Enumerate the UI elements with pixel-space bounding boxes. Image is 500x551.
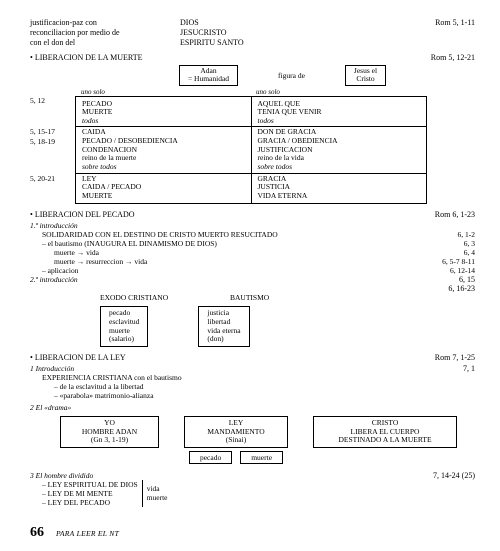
t1r: Rom 5, 1-11 <box>330 18 475 27</box>
uno-l: uno solo <box>75 88 250 96</box>
drama-boxes: YOHOMBRE ADAN(Gn 3, 1-19) LEYMANDAMIENTO… <box>60 416 475 469</box>
humanidad: = Humanidad <box>188 75 229 83</box>
footer-text: PARA LEER EL NT <box>56 529 119 538</box>
page-number: 66 <box>30 525 44 541</box>
adam-christ-boxes: Adan= Humanidad figura de Jesus elCristo <box>90 65 475 86</box>
uno-r: uno solo <box>250 88 425 96</box>
comparison-table: 5, 12 5, 15-17 5, 18-19 5, 20-21 PECADOM… <box>30 96 475 205</box>
sec3-intro: 1 Introducción <box>30 364 415 373</box>
t1m: DIOS <box>180 18 330 27</box>
figura-de: figura de <box>278 71 305 80</box>
t3l: con el don del <box>30 38 180 47</box>
intro2: 2.ª introducción <box>30 275 415 284</box>
m-5-20: 5, 20-21 <box>30 174 75 183</box>
sec3-title: LIBERACION DE LA LEY <box>30 353 435 362</box>
exodo-bautismo-boxes: pecadoesclavitudmuerte(salario) justicia… <box>100 306 475 347</box>
t1l: justificacion-paz con <box>30 18 180 27</box>
muerte-box: muerte <box>240 451 283 464</box>
experiencia: EXPERIENCIA CRISTIANA con el bautismo <box>30 373 475 382</box>
hombre-dividido: 3 El hombre dividido <box>30 471 415 480</box>
intro1: 1.ª introducción <box>30 221 475 230</box>
exodo-hdr: EXODO CRISTIANO <box>100 293 230 302</box>
m-5-18: 5, 18-19 <box>30 137 75 146</box>
t2m: JESUCRISTO <box>180 28 330 37</box>
page-footer: 66 PARA LEER EL NT <box>30 525 475 541</box>
t3m: ESPIRITU SANTO <box>180 38 330 47</box>
m-5-12: 5, 12 <box>30 96 75 107</box>
sec3-ref: Rom 7, 1-25 <box>435 353 475 362</box>
sec1-title: LIBERACION DE LA MUERTE <box>30 53 431 62</box>
sec2-title: LIBERACION DEL PECADO <box>30 210 435 219</box>
bautismo-hdr: BAUTISMO <box>230 293 269 302</box>
drama: 2 El «drama» <box>30 403 475 412</box>
t2l: reconciliacion por medio de <box>30 28 180 37</box>
m-5-15: 5, 15-17 <box>30 127 75 136</box>
sec1-ref: Rom 5, 12-21 <box>431 53 475 62</box>
ley-brace: – LEY ESPIRITUAL DE DIOS – LEY DE MI MEN… <box>42 480 475 507</box>
top-block: justificacion-paz conDIOSRom 5, 1-11 rec… <box>30 18 475 47</box>
pecado-box: pecado <box>189 451 232 464</box>
cristo: Cristo <box>354 75 377 83</box>
sec2-ref: Rom 6, 1-23 <box>435 210 475 219</box>
